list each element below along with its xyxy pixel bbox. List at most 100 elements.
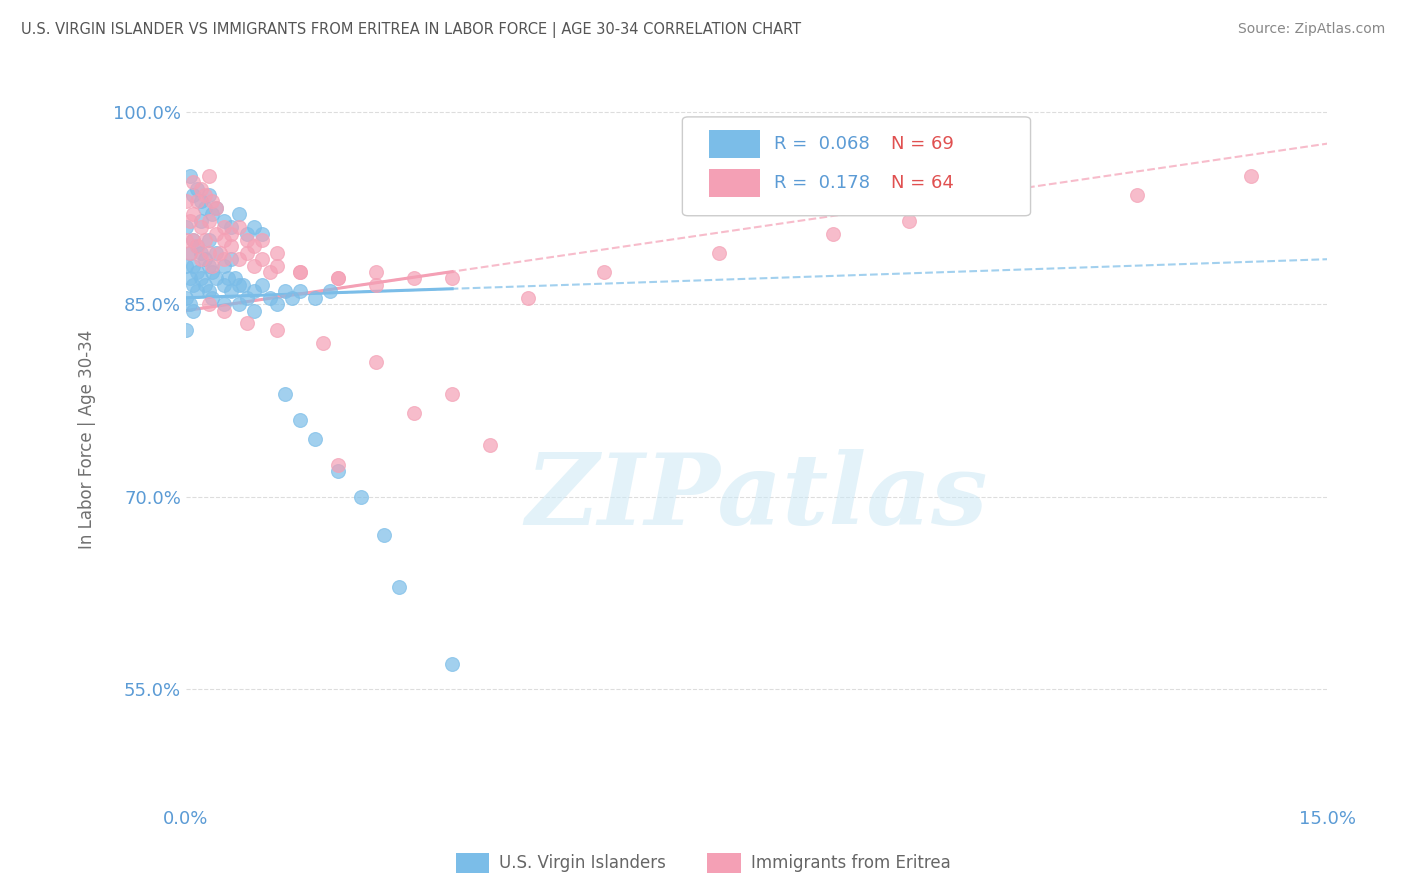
Point xyxy=(235,245,257,260)
Point xyxy=(326,458,349,472)
Point xyxy=(441,657,464,671)
Point xyxy=(288,285,311,299)
Point xyxy=(441,387,464,401)
Point xyxy=(201,291,224,305)
Point xyxy=(174,291,197,305)
Text: N = 64: N = 64 xyxy=(891,174,955,192)
Point xyxy=(259,291,281,305)
Point xyxy=(183,303,205,318)
Point xyxy=(281,291,304,305)
Point xyxy=(404,406,426,420)
Point xyxy=(174,220,197,235)
Point xyxy=(183,207,205,221)
Point xyxy=(205,201,228,215)
Point xyxy=(205,227,228,241)
Point xyxy=(190,213,212,227)
Text: R =  0.178: R = 0.178 xyxy=(773,174,870,192)
Point xyxy=(228,252,250,267)
Point xyxy=(243,285,266,299)
Point xyxy=(364,265,387,279)
Point xyxy=(201,194,224,209)
Point xyxy=(201,265,224,279)
Point xyxy=(183,233,205,247)
Point xyxy=(388,580,411,594)
Point xyxy=(186,239,208,253)
Point xyxy=(266,245,288,260)
Point xyxy=(190,194,212,209)
Point xyxy=(212,277,235,292)
Text: R =  0.068: R = 0.068 xyxy=(773,135,869,153)
Point xyxy=(197,233,219,247)
Point xyxy=(186,181,208,195)
Point xyxy=(194,252,217,267)
Point xyxy=(190,220,212,235)
Point xyxy=(288,413,311,427)
Point xyxy=(201,207,224,221)
Point xyxy=(186,194,208,209)
Point xyxy=(174,323,197,337)
Point xyxy=(174,259,197,273)
Point xyxy=(228,207,250,221)
Point xyxy=(209,245,232,260)
Point xyxy=(441,271,464,285)
Point xyxy=(174,194,197,209)
Point xyxy=(250,252,273,267)
Point xyxy=(205,245,228,260)
Point xyxy=(179,245,201,260)
FancyBboxPatch shape xyxy=(682,117,1031,216)
FancyBboxPatch shape xyxy=(709,130,761,158)
Point xyxy=(235,233,257,247)
Text: Source: ZipAtlas.com: Source: ZipAtlas.com xyxy=(1237,22,1385,37)
Point xyxy=(186,285,208,299)
Point xyxy=(288,265,311,279)
Point xyxy=(197,259,219,273)
Point xyxy=(179,169,201,183)
Point xyxy=(212,213,235,227)
Point xyxy=(197,213,219,227)
Point xyxy=(190,245,212,260)
Point xyxy=(179,245,201,260)
Point xyxy=(179,297,201,311)
Point xyxy=(221,220,243,235)
Point xyxy=(243,259,266,273)
Point xyxy=(593,265,616,279)
Point xyxy=(232,277,254,292)
Point xyxy=(190,181,212,195)
Point xyxy=(319,285,342,299)
FancyBboxPatch shape xyxy=(709,169,761,197)
Point xyxy=(250,233,273,247)
Text: N = 69: N = 69 xyxy=(891,135,955,153)
Point xyxy=(179,271,201,285)
Point xyxy=(364,277,387,292)
Point xyxy=(190,271,212,285)
Point xyxy=(274,387,297,401)
Point xyxy=(221,285,243,299)
Point xyxy=(194,188,217,202)
Point xyxy=(217,271,239,285)
Point xyxy=(326,464,349,478)
Point xyxy=(250,227,273,241)
Point xyxy=(304,432,326,446)
Point xyxy=(1126,188,1149,202)
Point xyxy=(212,297,235,311)
Point xyxy=(235,227,257,241)
Point xyxy=(373,528,395,542)
Legend: U.S. Virgin Islanders, Immigrants from Eritrea: U.S. Virgin Islanders, Immigrants from E… xyxy=(449,847,957,880)
Point xyxy=(212,220,235,235)
Point xyxy=(266,259,288,273)
Point xyxy=(212,303,235,318)
Point xyxy=(197,285,219,299)
Point xyxy=(221,227,243,241)
Point xyxy=(179,213,201,227)
Point xyxy=(183,277,205,292)
Point xyxy=(197,188,219,202)
Point xyxy=(228,220,250,235)
Point xyxy=(183,233,205,247)
Point xyxy=(235,317,257,331)
Point xyxy=(228,277,250,292)
Point xyxy=(1240,169,1263,183)
Point xyxy=(364,355,387,369)
Point xyxy=(197,169,219,183)
Point xyxy=(212,233,235,247)
Point xyxy=(221,239,243,253)
